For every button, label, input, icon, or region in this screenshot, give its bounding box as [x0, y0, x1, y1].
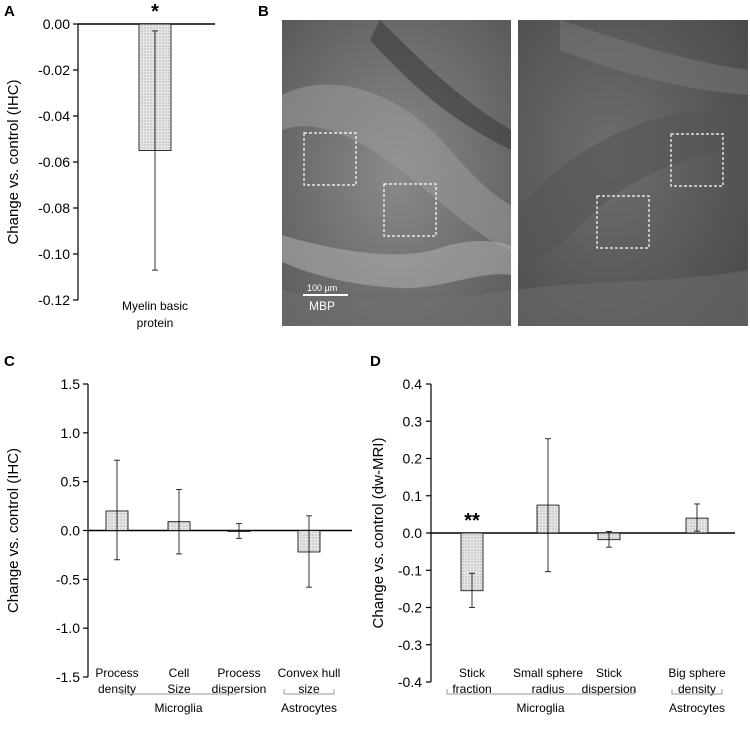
- chart-c-category-label: size: [298, 682, 320, 696]
- chart-a-y-tick-label: -0.12: [38, 292, 70, 308]
- chart-c-y-tick-label: -1.5: [56, 669, 80, 685]
- chart-a-y-axis-label: Change vs. control (IHC): [5, 79, 22, 244]
- chart-d-y-tick-label: -0.4: [398, 674, 422, 690]
- chart-d-significance-marker: **: [464, 510, 480, 532]
- chart-d-category-label: radius: [532, 682, 565, 696]
- chart-c-group-bracket: [283, 689, 335, 695]
- chart-d-y-tick-label: 0.0: [403, 525, 423, 541]
- micrograph-left: [282, 20, 511, 326]
- chart-d-category-label: Big sphere: [668, 666, 726, 680]
- chart-d-group-bracket: [446, 689, 635, 695]
- roi-box-left-2: [383, 183, 437, 237]
- chart-c-category-label: density: [98, 682, 136, 696]
- chart-c-group-label: Microglia: [154, 701, 202, 715]
- chart-c-y-tick-label: -0.5: [56, 571, 80, 587]
- chart-c-category-label: Process: [95, 666, 138, 680]
- chart-d-y-tick-label: -0.3: [398, 637, 422, 653]
- chart-d-y-tick-label: -0.2: [398, 600, 422, 616]
- panel-letter-c: C: [4, 353, 15, 370]
- chart-d-y-tick-label: 0.3: [403, 413, 423, 429]
- chart-c-group-label: Astrocytes: [281, 701, 337, 715]
- chart-a-y-tick-label: -0.02: [38, 62, 70, 78]
- chart-d-group-label: Astrocytes: [669, 701, 725, 715]
- chart-a-significance-marker: *: [151, 1, 159, 23]
- chart-d-category-label: Small sphere: [513, 666, 583, 680]
- chart-a-y-tick-label: -0.06: [38, 154, 70, 170]
- chart-d-category-label: density: [678, 682, 716, 696]
- chart-c-group-bracket: [120, 689, 237, 695]
- chart-c-category-label: Convex hull: [278, 666, 341, 680]
- panel-letter-d: D: [370, 353, 381, 370]
- chart-panel-a: 0.00 -0.02 -0.04 -0.06 -0.08 -0.10 -0.12 Change…: [5, 1, 215, 330]
- chart-c-y-tick-label: 0.5: [61, 474, 81, 490]
- chart-d-category-label: dispersion: [582, 682, 637, 696]
- roi-box-right-2: [596, 195, 650, 249]
- chart-a-y-tick-label: -0.04: [38, 108, 70, 124]
- chart-c-y-tick-label: 1.0: [61, 425, 81, 441]
- chart-c-category-label: dispersion: [212, 682, 267, 696]
- chart-d-y-tick-label: 0.1: [403, 488, 423, 504]
- chart-d-group-label: Microglia: [516, 701, 564, 715]
- chart-a-category-label: protein: [137, 316, 174, 330]
- chart-d-category-label: Stick: [596, 666, 623, 680]
- stain-label: MBP: [309, 299, 335, 313]
- roi-box-right-1: [670, 133, 724, 187]
- micrograph-right: [518, 20, 748, 326]
- chart-a-y-tick-label: -0.10: [38, 246, 70, 262]
- chart-a-y-tick-label: 0.00: [43, 16, 70, 32]
- chart-c-category-label: Process: [217, 666, 260, 680]
- chart-c-category-label: Cell: [169, 666, 190, 680]
- panel-letter-b: B: [258, 3, 269, 20]
- chart-d-y-tick-label: 0.4: [403, 376, 423, 392]
- chart-c-y-axis-label: Change vs. control (IHC): [5, 448, 22, 613]
- chart-panel-c: 1.5 1.0 0.5 0.0 -0.5 -1.0 -1.5 Change vs. contr…: [5, 376, 352, 715]
- chart-d-category-label: fraction: [452, 682, 491, 696]
- chart-c-y-tick-label: 1.5: [61, 376, 81, 392]
- chart-c-y-tick-label: 0.0: [61, 523, 81, 539]
- chart-d-y-tick-label: 0.2: [403, 451, 423, 467]
- chart-d-category-label: Stick: [459, 666, 486, 680]
- chart-d-group-bracket: [671, 689, 723, 695]
- chart-c-category-label: Size: [167, 682, 191, 696]
- chart-a-category-label: Myelin basic: [122, 299, 188, 313]
- chart-a-y-tick-label: -0.08: [38, 200, 70, 216]
- roi-box-left-1: [303, 132, 357, 186]
- chart-c-y-tick-label: -1.0: [56, 620, 80, 636]
- scale-bar-label: 100 µm: [307, 283, 337, 293]
- panel-letter-a: A: [4, 3, 15, 20]
- chart-d-y-tick-label: -0.1: [398, 562, 422, 578]
- chart-panel-d: 0.4 0.3 0.2 0.1 0.0 -0.1 -0.2 -0.3 -0.4 Change vs…: [370, 376, 735, 715]
- chart-d-y-axis-label: Change vs. control (dw-MRI): [370, 438, 387, 629]
